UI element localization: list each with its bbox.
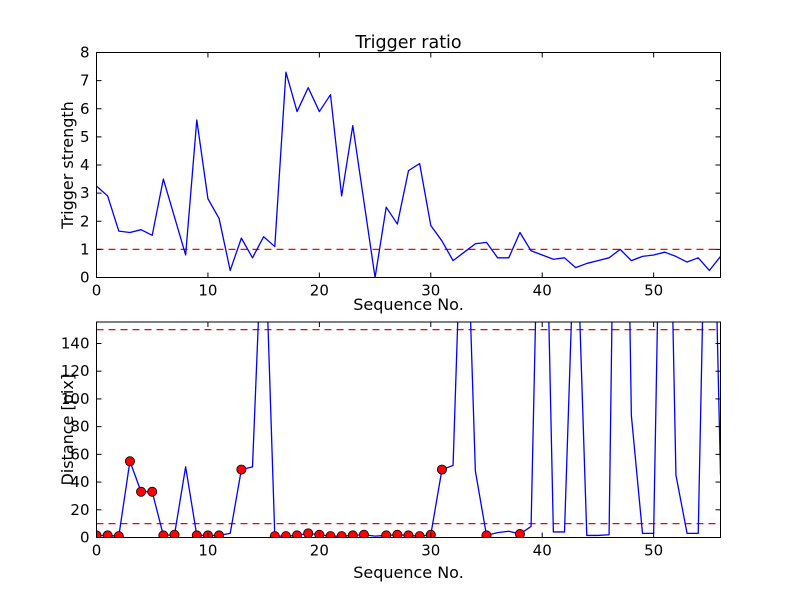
y-tick-label: 7 [80, 72, 90, 90]
data-point-marker [169, 529, 180, 538]
x-tick-label: 50 [644, 282, 663, 300]
x-tick-label: 0 [92, 282, 102, 300]
y-tick-label: 140 [61, 334, 90, 352]
axes-frame [96, 321, 721, 538]
y-tick-label: 4 [80, 156, 90, 174]
data-point-marker [236, 464, 247, 475]
data-point-marker [147, 486, 158, 497]
data-point-marker [113, 531, 124, 538]
y-tick-label: 60 [70, 445, 89, 463]
y-tick-label: 3 [80, 184, 90, 202]
y-tick-label: 8 [80, 44, 90, 62]
top-chart-xlabel: Sequence No. [353, 295, 464, 314]
y-tick-label: 0 [80, 529, 90, 547]
data-point-marker [158, 530, 169, 538]
data-point-marker [102, 530, 113, 538]
bottom-chart: 0 10 20 30 40 50 0 20 40 60 80 100 120 140 [61, 321, 721, 560]
data-point-marker [403, 530, 414, 538]
bottom-chart-ylabel: Distance [pix] [58, 374, 77, 486]
top-chart-title: Trigger ratio [354, 33, 461, 53]
data-point-marker [336, 531, 347, 538]
y-tick-label: 40 [70, 473, 89, 491]
data-point-marker [124, 456, 135, 467]
data-point-marker [347, 530, 358, 538]
data-point-marker [392, 529, 403, 538]
bottom-chart-xlabel: Sequence No. [353, 563, 464, 582]
x-tick-label: 40 [533, 542, 552, 560]
data-point-marker [358, 529, 369, 538]
top-chart: 0 10 20 30 40 50 0 1 2 3 4 5 6 7 8 [80, 44, 721, 300]
data-point-marker [303, 528, 314, 538]
x-tick-label: 30 [421, 282, 440, 300]
data-point-marker [191, 530, 202, 538]
top-chart-ylabel: Trigger strength [58, 101, 77, 230]
data-point-marker [269, 531, 280, 538]
x-tick-label: 20 [310, 542, 329, 560]
data-point-marker [414, 531, 425, 538]
x-tick-label: 20 [310, 282, 329, 300]
data-line [96, 322, 721, 537]
y-tick-label: 0 [80, 269, 90, 287]
x-tick-label: 40 [533, 282, 552, 300]
x-tick-label: 0 [92, 542, 102, 560]
y-tick-label: 100 [61, 390, 90, 408]
y-tick-label: 5 [80, 128, 90, 146]
x-tick-label: 10 [198, 542, 217, 560]
data-point-marker [325, 531, 336, 538]
data-point-marker [292, 530, 303, 538]
y-tick-label: 80 [70, 418, 89, 436]
y-tick-label: 2 [80, 212, 90, 230]
data-line [96, 71, 721, 278]
data-point-marker [136, 486, 147, 497]
plot-area [96, 71, 721, 278]
y-tick-label: 6 [80, 100, 90, 118]
data-point-marker [436, 464, 447, 475]
data-point-marker [381, 530, 392, 538]
data-point-marker [214, 530, 225, 538]
y-tick-label: 20 [70, 501, 89, 519]
plot-area [96, 322, 721, 538]
data-point-marker [280, 531, 291, 538]
data-point-marker [481, 530, 492, 538]
data-point-marker [514, 529, 525, 538]
x-tick-label: 30 [421, 542, 440, 560]
axes-frame [96, 52, 721, 278]
x-tick-label: 10 [198, 282, 217, 300]
x-tick-label: 50 [644, 542, 663, 560]
y-tick-label: 120 [61, 362, 90, 380]
y-tick-label: 1 [80, 240, 90, 258]
